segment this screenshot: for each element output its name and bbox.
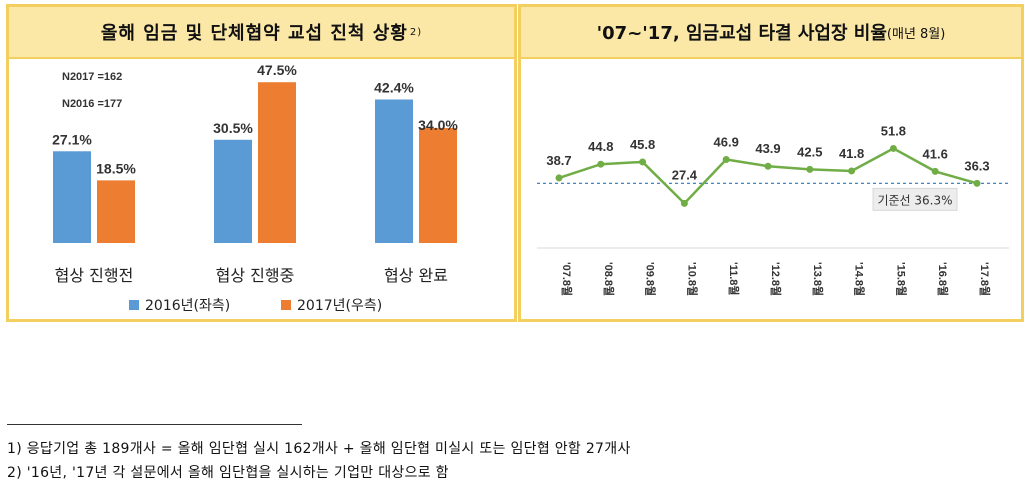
data-label-6: 42.5	[797, 144, 822, 159]
data-label-5: 43.9	[755, 141, 780, 156]
x-tick-label-9: '16.8월	[936, 262, 950, 296]
data-label-10: 36.3	[964, 158, 989, 173]
data-label-7: 41.8	[839, 146, 864, 161]
n-2017-note: N2017 =162	[62, 71, 122, 83]
data-point-5	[764, 162, 772, 170]
title-superscript: 2)	[409, 26, 423, 38]
legend-swatch-0	[129, 300, 139, 310]
data-label-8: 51.8	[881, 123, 906, 138]
data-point-0	[555, 174, 563, 182]
bar-chart: N2017 =162 N2016 =177 27.1%18.5% 협상 진행전 30.5…	[52, 62, 458, 314]
bar-2016-2	[375, 99, 413, 243]
bar-label-2017-1: 47.5%	[257, 62, 297, 78]
data-point-1	[597, 160, 605, 168]
x-tick-label-1: '08.8월	[602, 262, 616, 296]
data-point-10	[973, 179, 981, 187]
legend-label-0: 2016년(좌측)	[145, 298, 230, 314]
line-chart-panel: '07~'17, 임금교섭 타결 사업장 비율 (매년 8월) 기준선 36.3%…	[518, 4, 1024, 322]
category-label-1: 협상 진행중	[216, 266, 295, 285]
data-point-4	[722, 155, 730, 163]
legend-swatch-1	[281, 300, 291, 310]
x-tick-label-3: '10.8월	[685, 262, 699, 296]
data-label-4: 46.9	[714, 134, 739, 149]
x-tick-label-8: '15.8월	[894, 262, 908, 296]
x-tick-label-6: '13.8월	[811, 262, 825, 296]
line-chart-title: '07~'17, 임금교섭 타결 사업장 비율 (매년 8월)	[521, 7, 1021, 59]
data-label-0: 38.7	[546, 153, 571, 168]
baseline-label-box	[872, 187, 958, 211]
data-point-9	[931, 167, 939, 175]
x-tick-label-5: '12.8월	[769, 262, 783, 296]
x-tick-label-2: '09.8월	[644, 262, 658, 296]
baseline-label: 기준선 36.3%	[877, 193, 952, 207]
bar-2016-0	[53, 151, 91, 243]
bar-2017-2	[419, 127, 457, 243]
bar-label-2016-2: 42.4%	[374, 79, 414, 95]
bar-chart-title: 올해 임금 및 단체협약 교섭 진척 상황 2)	[9, 7, 514, 59]
line-chart: 기준선 36.3% 38.7 '07.8월 44.8 '08.8월 45.8 '09.8월 2…	[537, 123, 1009, 296]
data-label-2: 45.8	[630, 137, 655, 152]
data-label-9: 41.6	[923, 146, 948, 161]
bar-label-2017-2: 34.0%	[418, 117, 458, 133]
bar-label-2017-0: 18.5%	[96, 160, 136, 176]
x-tick-label-7: '14.8월	[853, 262, 867, 296]
x-tick-label-0: '07.8월	[560, 262, 574, 296]
line-chart-title-note: (매년 8월)	[886, 26, 946, 42]
category-label-2: 협상 완료	[384, 266, 448, 285]
data-label-3: 27.4	[672, 167, 698, 182]
bar-label-2016-0: 27.1%	[52, 131, 92, 147]
bar-chart-panel: 올해 임금 및 단체협약 교섭 진척 상황 2) N2017 =162 N2016 …	[6, 4, 517, 322]
n-2016-note: N2016 =177	[62, 98, 122, 110]
data-point-6	[806, 165, 814, 173]
footnote-1: 1) 응답기업 총 189개사 = 올해 임단협 실시 162개사 + 올해 임…	[7, 441, 631, 457]
bar-2017-0	[97, 180, 135, 243]
x-tick-label-4: '11.8월	[727, 262, 741, 296]
bar-2016-1	[214, 139, 252, 243]
x-tick-label-10: '17.8월	[978, 262, 992, 296]
data-point-2	[639, 158, 647, 166]
footnote-2: 2) '16년, '17년 각 설문에서 올해 임단협을 실시하는 기업만 대상…	[7, 465, 449, 481]
data-label-1: 44.8	[588, 139, 613, 154]
data-point-3	[680, 199, 688, 207]
bar-2017-1	[258, 82, 296, 243]
data-point-7	[848, 167, 856, 175]
footnote-divider	[7, 424, 302, 425]
data-point-8	[889, 144, 897, 152]
category-label-0: 협상 진행전	[55, 266, 134, 285]
bar-label-2016-1: 30.5%	[213, 120, 253, 136]
legend-label-1: 2017년(우측)	[297, 298, 382, 314]
